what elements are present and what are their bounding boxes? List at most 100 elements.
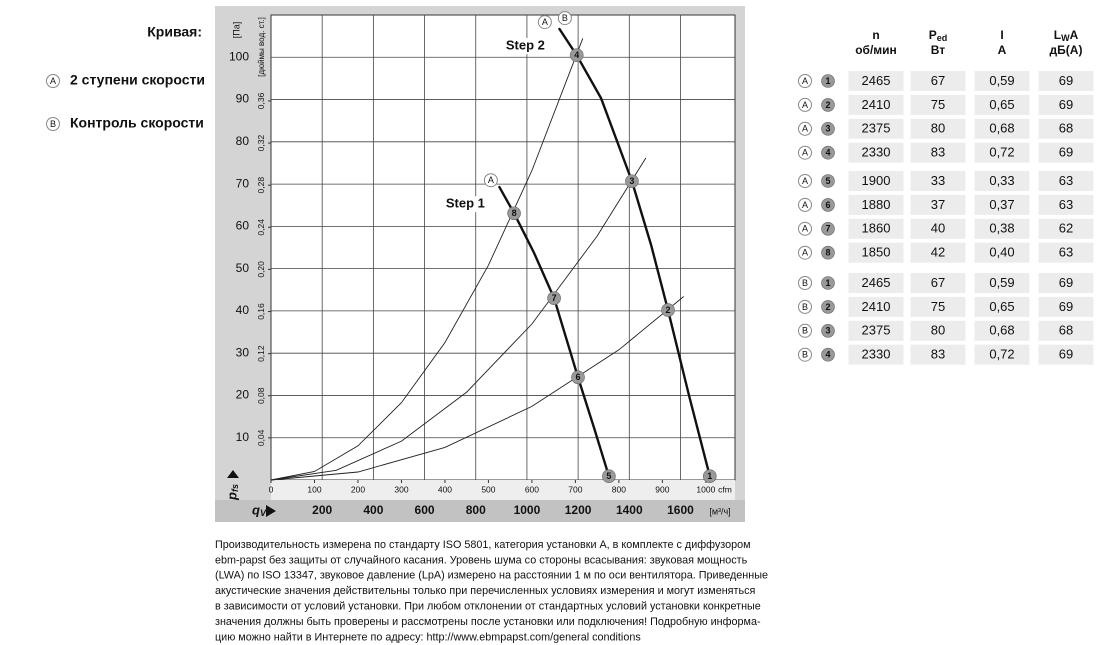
curve-marker [46,117,60,131]
y2-tick-label: 0,28 [256,177,266,194]
table-value: 80 [931,121,945,136]
table-value: 0,33 [989,173,1014,188]
y-tick-label: 80 [236,134,250,148]
table-header: n [872,28,879,42]
table-cell [974,320,1030,341]
footnote-line: значения должны быть проверены и рассмот… [215,616,761,628]
curve-marker [798,74,812,88]
table-cell [974,344,1030,365]
y2-tick-label: 0,32 [256,135,266,152]
footnote-line: цию можно найти в Интернете по адресу: h… [215,631,641,643]
point-marker [547,291,561,306]
step-label: Step 2 [506,38,545,53]
point-label: 5 [825,176,830,186]
point-marker [821,174,835,188]
footnote-line: акустические значения действительны толь… [215,585,755,597]
y2-tick-label: 0,36 [256,92,266,109]
legend-text: Контроль скорости [70,115,204,131]
table-value: 0,72 [989,347,1014,362]
x2-tick-label: 1600 [667,503,694,517]
curve-marker-letter: B [50,119,56,129]
table-cell [974,118,1030,139]
point-label: 8 [825,248,830,258]
m3h-band [215,500,745,522]
y2-label: [дюймы вод. ст.] [257,17,266,77]
curve-marker-letter: A [802,248,808,258]
x-tick-label: 300 [394,484,408,494]
curve-marker [537,15,552,30]
table-cell [910,71,966,91]
point-label: 7 [552,293,557,303]
y2-tick-label: 0,16 [256,303,266,320]
plot-area [270,14,736,481]
curve-marker [798,245,812,260]
table-value: 62 [1059,221,1073,236]
x2-tick-label: 1000 [514,503,541,517]
y-label: [Па] [231,22,241,38]
table-value: 63 [1059,197,1073,212]
table-value: 2375 [862,121,891,136]
point-marker [821,198,835,212]
table-cell [1038,94,1094,115]
table-value: 67 [931,275,945,290]
table-value: 83 [931,347,945,362]
table-cell [910,142,966,163]
y-tick-label: 30 [236,345,250,359]
table-value: 0,65 [989,299,1014,314]
system-curve [270,38,584,481]
table-cell [910,242,966,263]
table-value: 1850 [862,245,891,260]
table-value: 69 [1059,275,1073,290]
table-value: 68 [1059,121,1073,136]
table-value: 75 [931,97,945,112]
point-label: 4 [825,350,830,360]
curve-marker-letter: B [802,350,808,360]
x2-tick-label: 1200 [565,503,592,517]
table-header-unit: A [998,43,1007,57]
table-value: 63 [1059,173,1073,188]
curve-marker [483,173,498,188]
point-label: 4 [825,148,830,158]
table-header: LWA [1054,28,1079,43]
system-curve [270,296,684,481]
x2-tick-label: 800 [466,503,486,517]
step-label-bg [496,38,545,55]
table-cell [910,320,966,341]
x-symbol-sub: V [260,508,267,518]
x2-tick-label: 200 [312,503,332,517]
table-cell [910,344,966,365]
curve-marker [798,221,812,236]
curve-marker-letter: A [802,100,808,110]
step-label: Step 1 [446,196,485,211]
point-marker [821,74,835,88]
table-value: 2375 [862,323,891,338]
y-tick-label: 60 [236,219,250,233]
table-value: 1880 [862,197,891,212]
table-value: 2330 [862,145,891,160]
table-value: 0,38 [989,221,1014,236]
table-value: 69 [1059,347,1073,362]
table-header-unit: Вт [931,43,946,57]
table-value: 2410 [862,299,891,314]
table-cell [1038,118,1094,139]
table-value: 69 [1059,97,1073,112]
y-tick-label: 20 [236,388,250,402]
table-cell [974,218,1030,239]
table-value: 0,68 [989,323,1014,338]
y2-tick-label: 0,24 [256,219,266,236]
curve-marker-letter: A [802,200,808,210]
curve-marker [798,299,812,314]
curve-marker-letter: B [802,326,808,336]
point-marker [625,174,639,188]
table-cell [1038,218,1094,239]
table-value: 0,59 [989,73,1014,88]
table-cell [910,94,966,115]
table-value: 0,37 [989,197,1014,212]
curve-marker-letter: A [802,176,808,186]
curve-marker-letter: A [50,76,56,86]
curve-marker [798,323,812,338]
curve-marker-letter: B [802,278,808,288]
table-value: 0,72 [989,145,1014,160]
table-cell [910,218,966,239]
